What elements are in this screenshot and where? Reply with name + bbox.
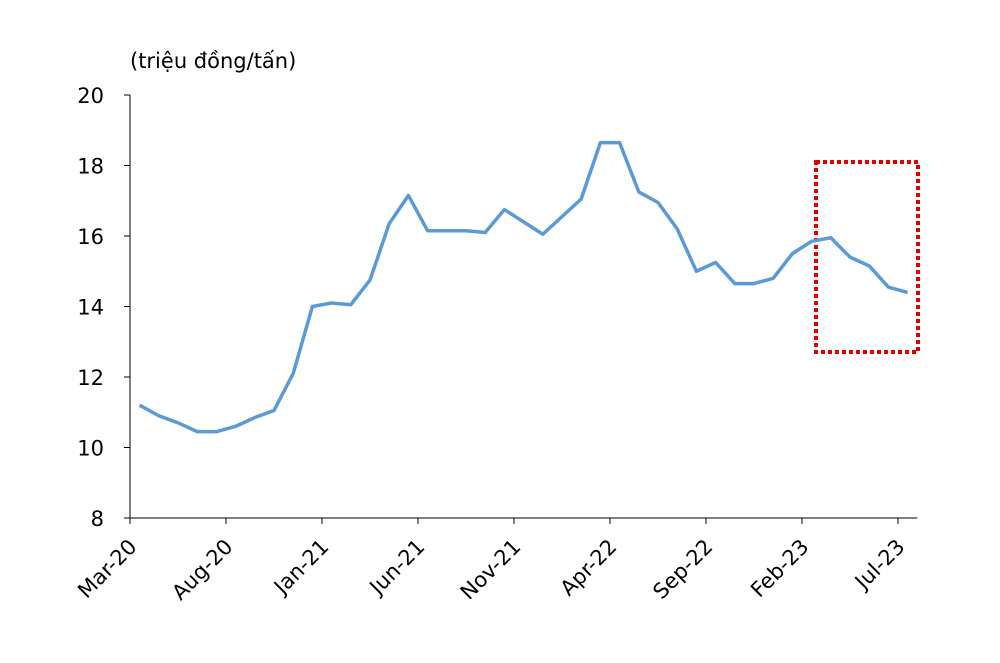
y-tick-label: 14 <box>77 296 104 320</box>
x-tick-label: Jul-23 <box>849 535 910 596</box>
y-tick-label: 12 <box>77 366 104 390</box>
x-tick-label: Apr-22 <box>556 535 622 601</box>
y-axis-label: (triệu đồng/tấn) <box>130 49 296 73</box>
y-tick-label: 20 <box>77 84 104 108</box>
y-tick-label: 8 <box>91 507 104 531</box>
x-tick-label: Nov-21 <box>456 535 526 605</box>
x-tick-label: Jan-21 <box>268 535 334 601</box>
x-tick-label: Aug-20 <box>167 535 237 605</box>
x-tick-label: Feb-23 <box>746 535 814 603</box>
highlight-box <box>814 160 920 354</box>
y-tick-label: 18 <box>77 155 104 179</box>
y-tick-label: 10 <box>77 437 104 461</box>
x-tick-label: Mar-20 <box>73 535 141 603</box>
x-tick-label: Sep-22 <box>648 535 717 604</box>
y-tick-label: 16 <box>77 225 104 249</box>
data-line <box>138 140 909 434</box>
x-tick-label: Jun-21 <box>364 535 430 601</box>
